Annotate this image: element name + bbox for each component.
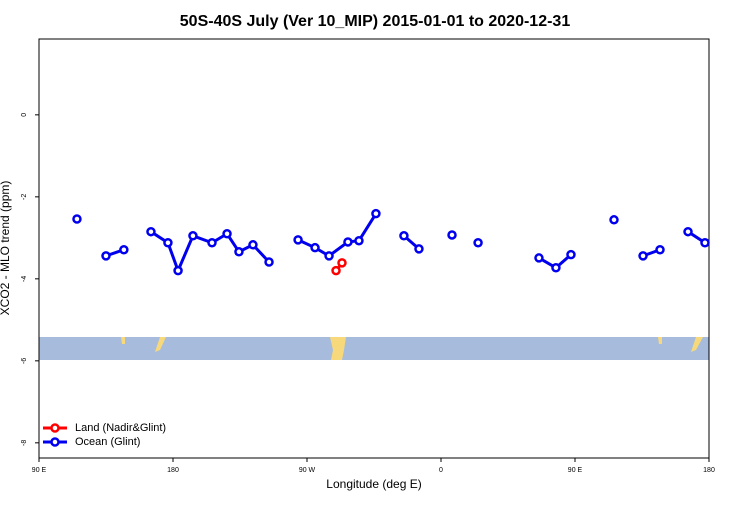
x-tick-label: 180 <box>167 467 179 474</box>
land-patch <box>658 337 662 344</box>
data-point <box>331 265 341 276</box>
land-patch <box>330 337 346 360</box>
land-patch <box>691 337 703 352</box>
data-point <box>534 253 544 263</box>
y-tick-label: -4 <box>21 276 28 282</box>
ocean-strip <box>39 337 709 360</box>
legend-label: Ocean (Glint) <box>75 436 140 448</box>
map-strip <box>39 337 709 360</box>
data-point <box>146 226 156 237</box>
x-tick-label: 180 <box>703 467 715 474</box>
data-point <box>207 238 217 248</box>
y-tick-label: 0 <box>21 113 28 117</box>
y-tick-label: -6 <box>21 358 28 364</box>
data-point <box>371 208 381 219</box>
data-point <box>399 231 409 241</box>
data-point <box>264 257 274 267</box>
data-point <box>248 240 258 250</box>
land-patch <box>121 337 125 344</box>
data-point <box>173 265 183 276</box>
y-axis-label: XCO2 - MLO trend (ppm) <box>0 181 12 316</box>
data-point <box>293 235 303 245</box>
data-point <box>609 215 619 225</box>
data-point <box>222 228 232 239</box>
legend-marker <box>50 437 60 447</box>
x-tick-label: 90 E <box>32 467 47 474</box>
data-point <box>447 230 457 240</box>
data-point <box>188 231 198 241</box>
data-point <box>700 238 710 248</box>
data-point <box>354 235 364 246</box>
y-tick-label: -2 <box>21 194 28 200</box>
y-tick-label: -8 <box>21 440 28 446</box>
plot-frame <box>38 38 710 459</box>
x-tick-label: 90 E <box>568 467 583 474</box>
data-point <box>234 247 244 257</box>
data-point <box>683 226 693 237</box>
data-point <box>324 251 334 261</box>
legend-marker <box>50 423 60 433</box>
x-tick-label: 90 W <box>299 467 316 474</box>
data-point <box>638 251 648 261</box>
data-point <box>310 242 320 253</box>
data-point <box>551 263 561 273</box>
chart-title: 50S-40S July (Ver 10_MIP) 2015-01-01 to … <box>180 13 571 30</box>
data-point <box>337 258 347 268</box>
data-point <box>414 244 424 254</box>
x-axis-label: Longitude (deg E) <box>326 477 421 491</box>
data-point <box>119 244 129 255</box>
data-point <box>343 237 353 247</box>
data-point <box>101 251 111 261</box>
x-tick-label: 0 <box>439 467 443 474</box>
legend-label: Land (Nadir&Glint) <box>75 422 166 434</box>
data-point <box>655 244 665 255</box>
data-point <box>566 249 576 260</box>
land-patch <box>155 337 166 352</box>
data-point <box>473 238 483 248</box>
data-point <box>163 238 173 248</box>
data-point <box>72 214 82 224</box>
